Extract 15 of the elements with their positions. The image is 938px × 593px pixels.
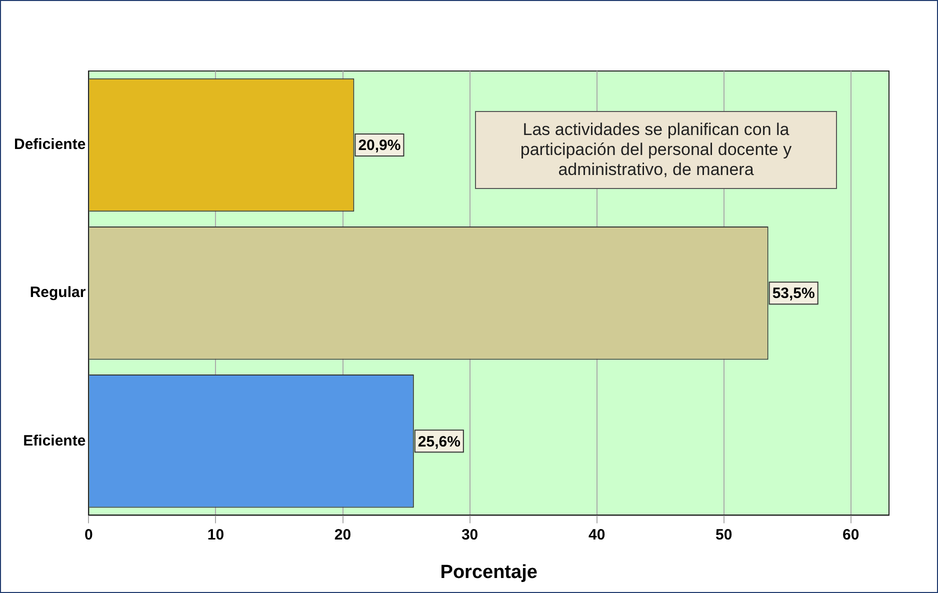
y-tick-label: Regular [30, 284, 86, 302]
x-tick-label: 30 [461, 526, 478, 544]
data-label: 53,5% [772, 285, 815, 302]
y-tick-label: Deficiente [14, 136, 86, 154]
note-box: Las actividades se planifican con la participación del personal docente y administrativo, de manera [475, 111, 837, 189]
data-label: 20,9% [358, 137, 401, 154]
x-axis-title: Porcentaje [440, 562, 538, 583]
x-tick-label: 50 [716, 526, 732, 544]
x-tick-label: 40 [588, 526, 606, 544]
x-tick-label: 0 [84, 526, 93, 544]
x-tick-label: 10 [207, 526, 224, 544]
x-tick-label: 20 [334, 526, 352, 544]
data-label: 25,6% [418, 433, 460, 450]
x-tick-label: 60 [842, 526, 860, 544]
y-tick-label: Eficiente [23, 432, 86, 450]
